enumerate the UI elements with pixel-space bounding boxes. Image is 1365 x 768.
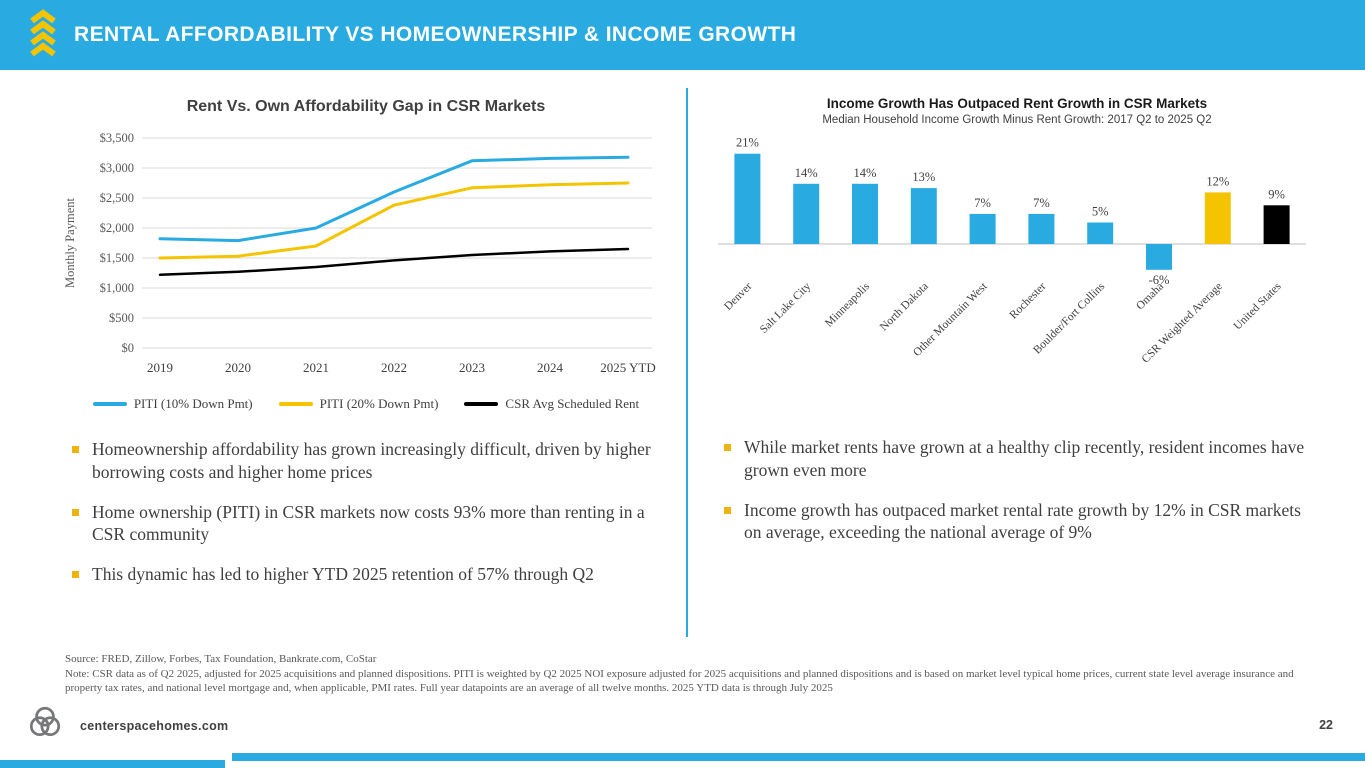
- bullet-square-icon: [72, 508, 79, 516]
- svg-text:14%: 14%: [795, 166, 818, 180]
- bullet-item: Homeownership affordability has grown in…: [72, 438, 672, 484]
- legend-item: CSR Avg Scheduled Rent: [464, 396, 639, 412]
- page-number: 22: [1319, 718, 1333, 732]
- svg-text:United States: United States: [1232, 280, 1284, 332]
- svg-text:$1,500: $1,500: [100, 251, 134, 265]
- svg-text:2024: 2024: [537, 360, 564, 375]
- svg-text:14%: 14%: [854, 166, 877, 180]
- bar: [852, 183, 878, 244]
- column-divider: [686, 88, 688, 637]
- svg-text:$500: $500: [109, 311, 134, 325]
- bullet-square-icon: [72, 571, 79, 578]
- bar: [1028, 213, 1055, 244]
- centerspace-logo-icon: [26, 703, 64, 746]
- bullet-item: Income growth has outpaced market rental…: [724, 499, 1322, 545]
- svg-text:13%: 13%: [912, 170, 935, 184]
- line-chart-title: Rent Vs. Own Affordability Gap in CSR Ma…: [186, 98, 546, 115]
- bullet-square-icon: [72, 446, 79, 453]
- svg-text:2021: 2021: [303, 360, 329, 375]
- bar: [969, 213, 996, 244]
- bottom-accent-bar-left: [0, 760, 225, 768]
- svg-text:$3,500: $3,500: [100, 131, 134, 145]
- bullet-square-icon: [724, 506, 731, 514]
- bullet-text: While market rents have grown at a healt…: [744, 437, 1305, 480]
- svg-text:North Dakota: North Dakota: [878, 280, 931, 333]
- bar-chart-subtitle: Median Household Income Growth Minus Ren…: [822, 114, 1212, 126]
- bar: [1146, 244, 1172, 270]
- header-bar: RENTAL AFFORDABILITY VS HOMEOWNERSHIP & …: [0, 0, 1365, 70]
- svg-text:-6%: -6%: [1149, 273, 1170, 287]
- left-column: Rent Vs. Own Affordability Gap in CSR Ma…: [60, 70, 672, 603]
- legend-item: PITI (10% Down Pmt): [92, 396, 253, 412]
- bar: [793, 183, 820, 244]
- bullet-text: Home ownership (PITI) in CSR markets now…: [92, 501, 645, 545]
- slide-title: RENTAL AFFORDABILITY VS HOMEOWNERSHIP & …: [74, 23, 797, 46]
- svg-text:7%: 7%: [1033, 196, 1050, 210]
- bullet-item: Home ownership (PITI) in CSR markets now…: [72, 501, 672, 547]
- bullet-item: While market rents have grown at a healt…: [724, 436, 1322, 482]
- bottom-accent-bar-right: [232, 753, 1365, 761]
- bullet-item: This dynamic has led to higher YTD 2025 …: [72, 563, 672, 586]
- data-note: Note: CSR data as of Q2 2025, adjusted f…: [65, 667, 1294, 695]
- svg-text:$0: $0: [122, 341, 135, 355]
- bullet-text: Homeownership affordability has grown in…: [92, 439, 651, 482]
- legend-label: PITI (10% Down Pmt): [133, 396, 253, 411]
- legend-line-swatch: [92, 402, 127, 406]
- svg-text:Salt Lake City: Salt Lake City: [758, 280, 814, 336]
- chevrons-up-icon: [28, 8, 58, 62]
- bullet-text: Income growth has outpaced market rental…: [744, 499, 1301, 543]
- legend-item: PITI (20% Down Pmt): [278, 396, 439, 412]
- bar: [1263, 205, 1290, 244]
- bar-chart: 21% Denver 14% Salt Lake City 14% Minneapolis…: [718, 136, 1306, 366]
- line-chart: $0 $500 $1,000 $1,500 $2,000 $2,500 $3,000 $3,5…: [63, 131, 656, 375]
- bar: [910, 188, 937, 244]
- footnotes: Source: FRED, Zillow, Forbes, Tax Founda…: [65, 652, 1303, 696]
- svg-text:7%: 7%: [974, 196, 991, 210]
- bullet-text: This dynamic has led to higher YTD 2025 …: [92, 564, 594, 584]
- svg-text:2022: 2022: [381, 360, 407, 375]
- svg-text:21%: 21%: [736, 136, 759, 150]
- svg-text:Monthly Payment: Monthly Payment: [63, 198, 77, 288]
- legend-line-swatch: [464, 402, 499, 406]
- svg-text:$2,000: $2,000: [100, 221, 134, 235]
- svg-text:9%: 9%: [1268, 187, 1285, 201]
- left-bullet-list: Homeownership affordability has grown in…: [60, 438, 672, 586]
- bar: [1204, 192, 1231, 244]
- bar: [1087, 222, 1114, 244]
- svg-text:12%: 12%: [1206, 174, 1229, 188]
- right-column: Income Growth Has Outpaced Rent Growth i…: [712, 70, 1322, 561]
- svg-text:2023: 2023: [459, 360, 485, 375]
- website-url: centerspacehomes.com: [80, 719, 229, 733]
- svg-text:$2,500: $2,500: [100, 191, 134, 205]
- bar-chart-title: Income Growth Has Outpaced Rent Growth i…: [826, 96, 1208, 111]
- svg-text:2025 YTD: 2025 YTD: [600, 360, 656, 375]
- svg-text:$1,000: $1,000: [100, 281, 134, 295]
- source-note: Source: FRED, Zillow, Forbes, Tax Founda…: [65, 653, 377, 665]
- svg-text:Minneapolis: Minneapolis: [823, 280, 873, 330]
- svg-text:$3,000: $3,000: [100, 161, 134, 175]
- legend-label: PITI (20% Down Pmt): [319, 396, 439, 411]
- svg-text:2019: 2019: [147, 360, 173, 375]
- svg-text:5%: 5%: [1092, 205, 1109, 219]
- right-bullet-list: While market rents have grown at a healt…: [712, 436, 1322, 544]
- bar: [734, 153, 761, 244]
- line-chart-legend: PITI (10% Down Pmt) PITI (20% Down Pmt) CS…: [60, 396, 672, 412]
- svg-text:2020: 2020: [225, 360, 251, 375]
- legend-label: CSR Avg Scheduled Rent: [505, 396, 640, 411]
- legend-line-swatch: [278, 402, 313, 406]
- svg-text:Rochester: Rochester: [1008, 280, 1049, 321]
- svg-text:Denver: Denver: [722, 280, 755, 313]
- bullet-square-icon: [724, 444, 731, 451]
